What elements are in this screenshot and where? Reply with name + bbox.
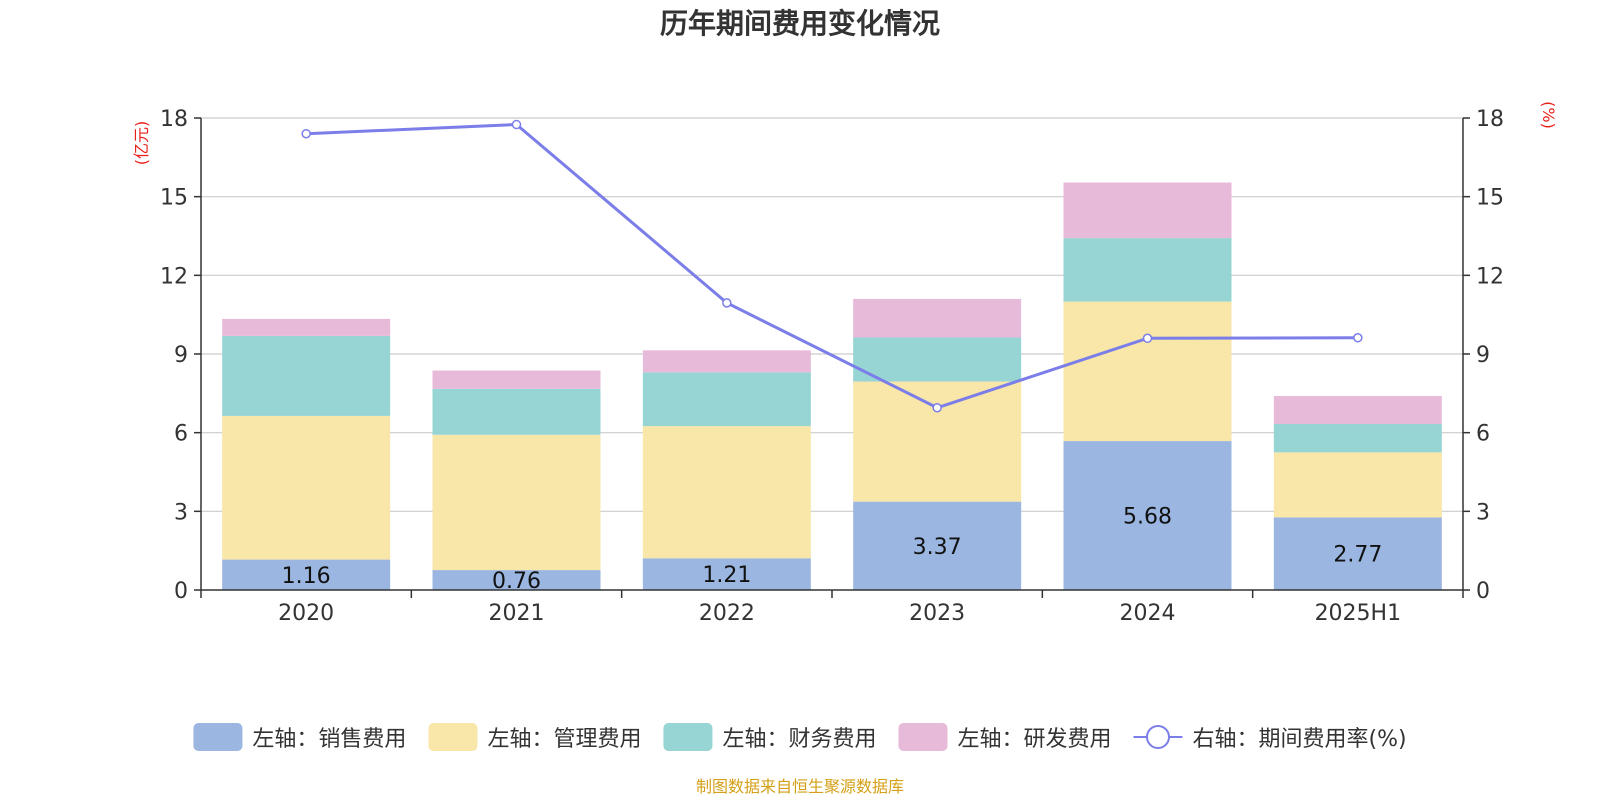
- legend-swatch: [898, 723, 948, 751]
- axes: 0 3 6 9 12 15 18 0 3 6 9 12 15 18 2020 2021 2022 2023 2024…: [160, 107, 1504, 626]
- x-tick-label: 2025H1: [1315, 601, 1402, 626]
- legend-swatch: [193, 723, 243, 751]
- data-label: 2.77: [1333, 543, 1382, 568]
- left-axis-unit: (亿元): [132, 121, 151, 166]
- legend-label: 右轴：期间费用率(%): [1192, 727, 1406, 752]
- bar-segment: [853, 501, 1022, 590]
- bar-segment: [432, 570, 601, 590]
- x-tick-label: 2024: [1120, 601, 1176, 626]
- bar-segment: [1063, 301, 1232, 442]
- left-tick-label: 9: [174, 343, 188, 368]
- x-tick-label: 2023: [909, 601, 965, 626]
- right-tick-label: 6: [1476, 422, 1490, 447]
- legend-item[interactable]: 左轴：研发费用: [898, 723, 1111, 752]
- bar-segment: [642, 350, 811, 373]
- data-label: 3.37: [913, 535, 962, 560]
- data-label: 1.21: [702, 563, 751, 588]
- left-tick-label: 0: [174, 579, 188, 604]
- rate-point: [1142, 333, 1153, 344]
- bar-segment: [1063, 182, 1232, 239]
- bar-segment: [1063, 238, 1232, 302]
- legend-swatch: [663, 723, 713, 751]
- bar-segment: [1273, 452, 1442, 518]
- bar-segment: [1273, 517, 1442, 590]
- right-axis-unit: (%): [1539, 101, 1558, 129]
- bar-segment: [642, 558, 811, 590]
- legend-label: 左轴：研发费用: [957, 727, 1111, 752]
- bar-segment: [1273, 395, 1442, 425]
- source-note: 制图数据来自恒生聚源数据库: [696, 777, 904, 796]
- right-tick-label: 9: [1476, 343, 1490, 368]
- legend: 左轴：销售费用 左轴：管理费用 左轴：财务费用 左轴：研发费用 右轴：期间费用率(%): [193, 723, 1407, 752]
- bar-segment: [1063, 441, 1232, 590]
- bar-segment: [432, 388, 601, 435]
- bar-segment: [642, 372, 811, 427]
- left-tick-label: 6: [174, 422, 188, 447]
- rate-point: [511, 119, 522, 130]
- legend-label: 左轴：销售费用: [252, 727, 406, 752]
- legend-item[interactable]: 右轴：期间费用率(%): [1133, 725, 1407, 752]
- left-tick-label: 15: [160, 186, 188, 211]
- rate-point: [1353, 332, 1363, 343]
- data-label: 0.76: [492, 569, 541, 594]
- line-series: [301, 119, 1363, 413]
- right-tick-label: 18: [1476, 107, 1504, 132]
- chart-title: 历年期间费用变化情况: [660, 7, 940, 40]
- bar-segment: [222, 335, 391, 416]
- bar-segment: [853, 298, 1022, 338]
- legend-swatch: [428, 723, 478, 751]
- rate-point: [722, 298, 732, 308]
- bar-segment: [222, 318, 391, 336]
- bar-segment: [432, 370, 601, 389]
- bar-segment: [222, 415, 391, 560]
- legend-label: 左轴：财务费用: [722, 727, 876, 752]
- data-label: 5.68: [1123, 505, 1172, 530]
- right-tick-label: 15: [1476, 186, 1504, 211]
- bar-series: [222, 182, 1442, 590]
- bar-segment: [222, 559, 391, 590]
- rate-point: [301, 128, 311, 139]
- x-tick-label: 2021: [489, 601, 545, 626]
- left-tick-label: 12: [160, 264, 188, 289]
- rate-point: [932, 403, 942, 413]
- legend-item[interactable]: 左轴：管理费用: [428, 723, 641, 752]
- bar-segment: [642, 426, 811, 559]
- legend-item[interactable]: 左轴：财务费用: [663, 723, 876, 752]
- legend-marker: [1145, 725, 1170, 749]
- x-tick-label: 2020: [278, 601, 334, 626]
- x-tick-label: 2022: [699, 601, 755, 626]
- bar-segment: [853, 337, 1022, 382]
- bar-segment: [1273, 424, 1442, 453]
- legend-label: 左轴：管理费用: [487, 727, 641, 752]
- bar-segment: [432, 434, 601, 571]
- gridlines: [201, 117, 1463, 512]
- right-tick-label: 12: [1476, 264, 1504, 289]
- left-tick-label: 18: [160, 107, 188, 132]
- right-tick-label: 3: [1476, 500, 1490, 525]
- data-labels: 1.16 0.76 1.21 3.37 5.68 2.77: [282, 505, 1383, 595]
- legend-item[interactable]: 左轴：销售费用: [193, 723, 406, 752]
- data-label: 1.16: [282, 564, 331, 589]
- rate-line: [306, 123, 1358, 410]
- left-tick-label: 3: [174, 500, 188, 525]
- right-tick-label: 0: [1476, 579, 1490, 604]
- bar-segment: [853, 381, 1022, 502]
